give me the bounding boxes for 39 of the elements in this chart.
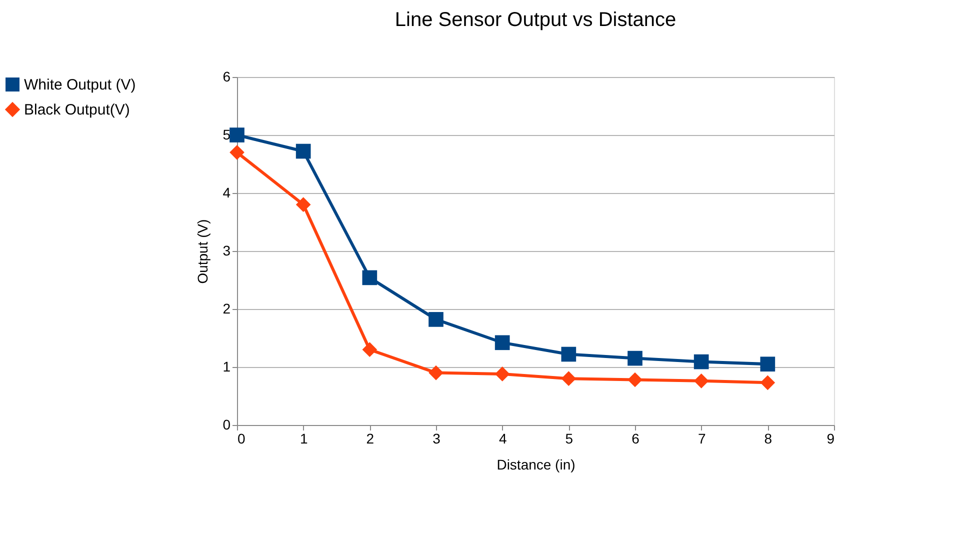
x-tick-label: 2	[366, 430, 374, 446]
point	[561, 371, 576, 386]
legend-label: White Output (V)	[24, 76, 136, 94]
y-tick-label: 3	[222, 242, 231, 258]
point	[230, 128, 244, 142]
point	[428, 312, 444, 327]
x-tick-label: 5	[565, 430, 574, 446]
point	[494, 366, 510, 382]
legend-label: Black Output(V)	[24, 102, 130, 118]
point	[628, 350, 642, 366]
chart-title: Line Sensor Output vs Distance	[394, 9, 676, 31]
x-tick-label: 8	[764, 430, 772, 446]
point	[628, 372, 642, 388]
x-tick-label: 1	[300, 430, 308, 446]
point	[561, 346, 576, 362]
y-tick-label: 0	[222, 416, 231, 432]
x-tick-label: 4	[498, 430, 507, 446]
x-tick-label: 3	[432, 430, 441, 446]
point	[296, 197, 311, 212]
point	[760, 375, 776, 390]
y-tick-label: 6	[222, 68, 231, 84]
x-tick-label: 0	[238, 430, 246, 446]
point	[694, 354, 709, 370]
y-tick-label: 2	[222, 300, 231, 316]
point	[428, 365, 444, 380]
point	[230, 144, 244, 160]
point	[296, 144, 311, 159]
point	[694, 374, 709, 388]
point	[362, 270, 378, 286]
y-tick-label: 1	[222, 358, 231, 374]
point	[494, 335, 510, 350]
x-tick-label: 6	[632, 430, 640, 446]
x-tick-label: 7	[698, 430, 706, 446]
y-tick-label: 4	[222, 184, 231, 200]
x-tick-label: 9	[826, 430, 835, 446]
point	[362, 342, 378, 358]
point	[760, 356, 776, 372]
y-axis-title: Output (V)	[194, 219, 211, 284]
x-axis-title: Distance (in)	[496, 456, 576, 472]
